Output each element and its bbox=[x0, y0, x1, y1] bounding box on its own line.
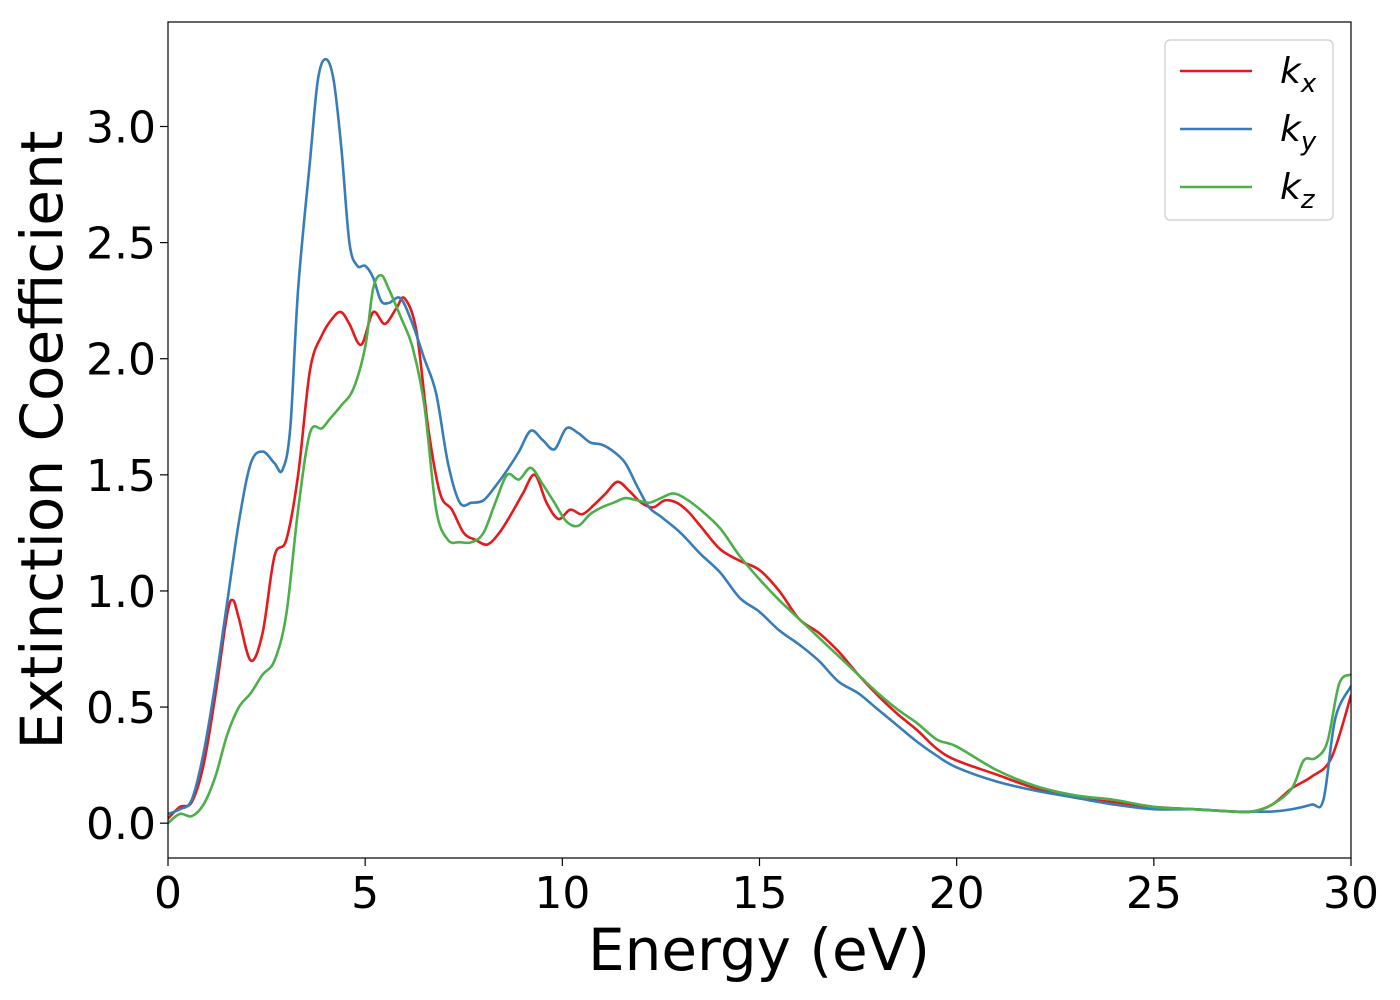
series-line-kx bbox=[168, 296, 1351, 820]
series-line-kz bbox=[168, 273, 1351, 825]
legend-label-kz: kz bbox=[1280, 167, 1316, 215]
legend-label-ky: ky bbox=[1280, 109, 1317, 157]
y-tick-label: 0.0 bbox=[86, 799, 156, 850]
legend-label-subscript: z bbox=[1300, 185, 1316, 215]
y-axis: 0.0 0.5 1.0 1.5 2.0 2.5 3.0 bbox=[86, 103, 168, 850]
legend-label-subscript: y bbox=[1300, 127, 1317, 157]
x-tick-label: 25 bbox=[1126, 868, 1182, 919]
x-tick-label: 15 bbox=[732, 868, 788, 919]
y-tick-label: 2.0 bbox=[86, 335, 156, 386]
x-tick-label: 10 bbox=[534, 868, 590, 919]
x-tick-label: 30 bbox=[1323, 868, 1379, 919]
y-tick-label: 1.0 bbox=[86, 567, 156, 618]
y-tick-label: 0.5 bbox=[86, 683, 156, 734]
x-tick-label: 0 bbox=[154, 868, 182, 919]
x-tick-label: 20 bbox=[929, 868, 985, 919]
legend-label-main: k bbox=[1280, 167, 1303, 208]
y-axis-title: Extinction Coefficient bbox=[8, 131, 76, 750]
y-tick-label: 1.5 bbox=[86, 451, 156, 502]
x-axis-title: Energy (eV) bbox=[588, 916, 930, 984]
series-line-ky bbox=[168, 57, 1351, 816]
legend-label-kx: kx bbox=[1280, 51, 1317, 99]
legend-label-main: k bbox=[1280, 109, 1303, 150]
legend-label-main: k bbox=[1280, 51, 1303, 92]
legend-label-subscript: x bbox=[1300, 69, 1317, 99]
x-tick-label: 5 bbox=[351, 868, 379, 919]
y-tick-label: 3.0 bbox=[86, 103, 156, 154]
plot-area bbox=[168, 57, 1351, 825]
y-tick-label: 2.5 bbox=[86, 219, 156, 270]
x-axis: 0 5 10 15 20 25 30 bbox=[154, 858, 1379, 919]
